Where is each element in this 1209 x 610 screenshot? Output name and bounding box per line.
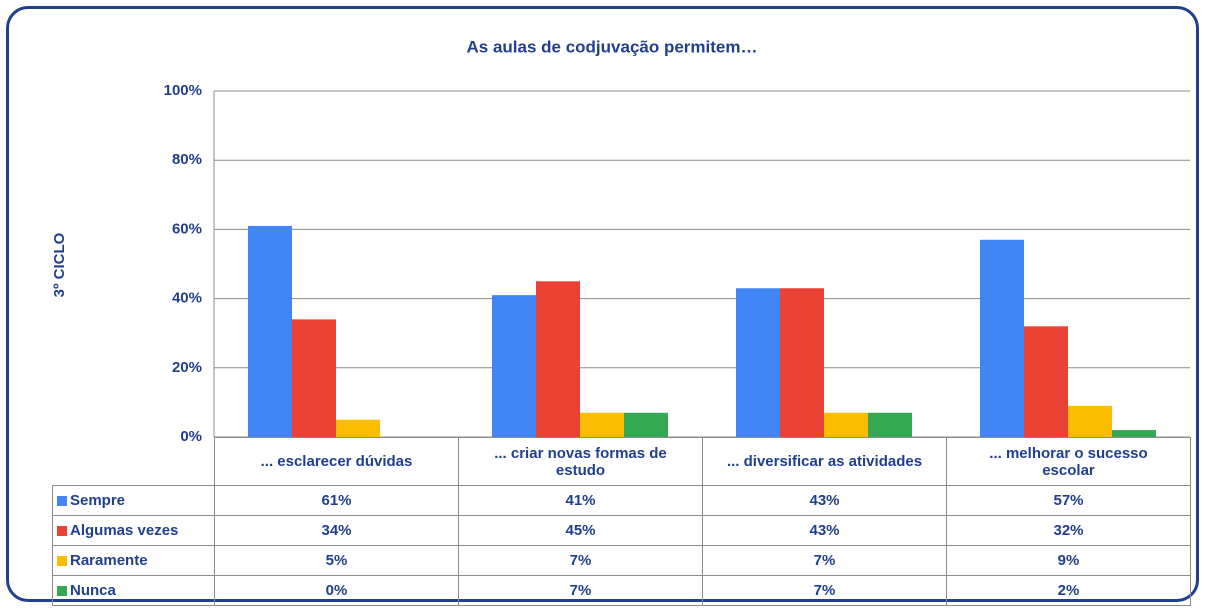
bar: [1112, 430, 1156, 437]
bar: [492, 295, 536, 437]
legend-swatch: [57, 555, 67, 566]
bar: [624, 412, 668, 437]
y-tick-label: 40%: [172, 290, 202, 307]
legend-label: Algumas vezes: [70, 522, 179, 539]
data-label: 7%: [458, 575, 703, 606]
data-label: 7%: [458, 545, 703, 576]
data-label: 0%: [214, 575, 459, 606]
bar: [868, 412, 912, 437]
bar: [1024, 326, 1068, 437]
data-label: 41%: [458, 485, 703, 516]
bar: [336, 419, 380, 437]
data-label: 43%: [702, 485, 947, 516]
bar: [736, 288, 780, 437]
data-label: 7%: [702, 575, 947, 606]
y-tick-label: 20%: [172, 359, 202, 376]
legend-entry: Algumas vezes: [52, 515, 215, 546]
legend-label: Raramente: [70, 552, 148, 569]
bar: [980, 239, 1024, 437]
bar: [580, 412, 624, 437]
data-label: 45%: [458, 515, 703, 546]
legend-label: Nunca: [70, 582, 116, 599]
data-label: 5%: [214, 545, 459, 576]
x-tick-label: ... esclarecer dúvidas: [214, 437, 459, 486]
data-label: 43%: [702, 515, 947, 546]
bar: [248, 225, 292, 437]
frame: [6, 6, 1199, 602]
legend-entry: Raramente: [52, 545, 215, 576]
y-tick-label: 100%: [164, 82, 202, 99]
data-label: 61%: [214, 485, 459, 516]
y-axis-title: 3º CICLO: [51, 232, 68, 297]
bar: [536, 281, 580, 437]
data-label: 32%: [946, 515, 1191, 546]
bar: [1068, 405, 1112, 437]
legend-entry: Nunca: [52, 575, 215, 606]
data-label: 34%: [214, 515, 459, 546]
legend-swatch: [57, 585, 67, 596]
x-tick-label: ... diversificar as atividades: [702, 437, 947, 486]
data-label: 2%: [946, 575, 1191, 606]
x-tick-label: ... melhorar o sucesso escolar: [946, 437, 1191, 486]
data-label: 9%: [946, 545, 1191, 576]
chart-title: As aulas de codjuvação permitem…: [467, 37, 758, 56]
data-label: 7%: [702, 545, 947, 576]
y-tick-label: 60%: [172, 220, 202, 237]
y-tick-label: 0%: [180, 428, 202, 445]
bar: [780, 288, 824, 437]
legend-entry: Sempre: [52, 485, 215, 516]
legend-swatch: [57, 525, 67, 536]
legend-label: Sempre: [70, 492, 126, 509]
bar: [292, 319, 336, 437]
legend-swatch: [57, 495, 67, 506]
x-tick-label: ... criar novas formas de estudo: [458, 437, 703, 486]
bar: [824, 412, 868, 437]
y-tick-label: 80%: [172, 151, 202, 168]
data-label: 57%: [946, 485, 1191, 516]
